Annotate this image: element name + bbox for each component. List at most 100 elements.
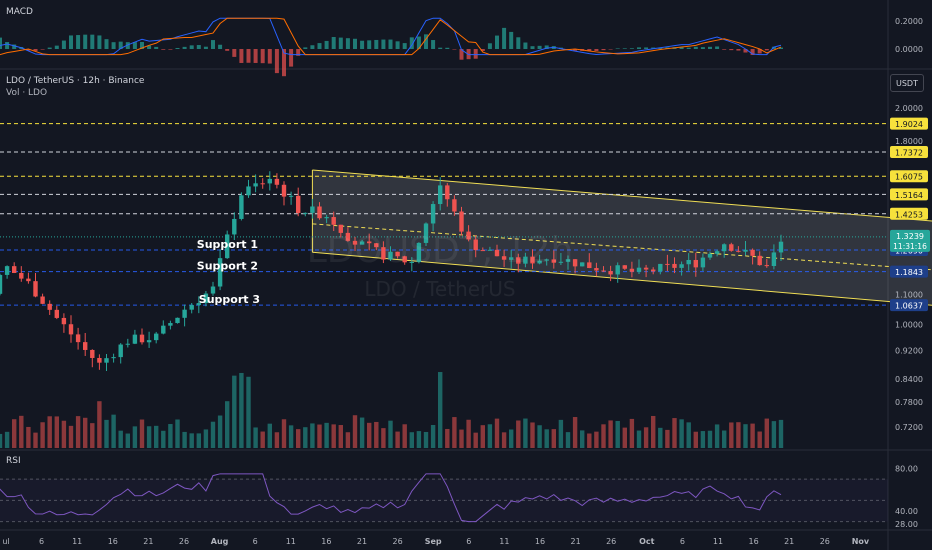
candle-body bbox=[281, 184, 287, 197]
volume-bar bbox=[778, 419, 784, 448]
candle-body bbox=[367, 241, 372, 244]
time-tick-label: 21 bbox=[143, 537, 153, 546]
volume-bar bbox=[651, 415, 656, 448]
candle-body bbox=[409, 261, 414, 263]
countdown-label: 11:31:16 bbox=[893, 242, 927, 251]
volume-bar bbox=[367, 422, 372, 448]
symbol-header[interactable]: LDO / TetherUS · 12h · Binance bbox=[6, 76, 145, 86]
horizontal-levels[interactable] bbox=[0, 123, 888, 306]
time-tick-label: 21 bbox=[357, 537, 367, 546]
volume-bar bbox=[707, 430, 713, 448]
volume-bar bbox=[61, 420, 67, 448]
macd-histogram-bar bbox=[47, 47, 52, 49]
volume-bar bbox=[310, 423, 315, 448]
macd-histogram-bar bbox=[168, 49, 173, 50]
candle-body bbox=[551, 259, 556, 263]
signal-line bbox=[0, 17, 782, 56]
time-tick-label: 6 bbox=[466, 537, 471, 546]
macd-histogram-bar bbox=[317, 43, 322, 49]
channel-lower-line bbox=[312, 251, 932, 306]
price-tick-label: 2.0000 bbox=[895, 104, 923, 113]
volume-bar bbox=[402, 424, 407, 448]
candle-body bbox=[345, 232, 351, 241]
candle-body bbox=[764, 265, 769, 267]
candle-body bbox=[615, 265, 620, 275]
candle-body bbox=[33, 281, 38, 297]
rsi-pane: 80.00 40.00 28.00 bbox=[0, 465, 918, 529]
volume-bar bbox=[47, 416, 52, 448]
candle-body bbox=[423, 223, 429, 243]
macd-histogram-bar bbox=[345, 38, 350, 49]
macd-histogram-bar bbox=[324, 40, 329, 49]
candle-body bbox=[267, 178, 272, 184]
currency-button[interactable]: USDT bbox=[890, 74, 924, 92]
level-price-label: 1.4253 bbox=[895, 210, 923, 219]
volume-bar bbox=[125, 433, 130, 448]
volume-bar bbox=[757, 431, 762, 448]
macd-histogram-bar bbox=[125, 42, 130, 49]
macd-histogram-bar bbox=[445, 47, 450, 49]
time-tick-label: 26 bbox=[606, 537, 616, 546]
candle-body bbox=[288, 195, 294, 197]
macd-histogram-bar bbox=[182, 46, 187, 49]
volume-bar bbox=[83, 417, 88, 448]
volume-bar bbox=[530, 422, 535, 448]
macd-histogram-bar bbox=[232, 49, 237, 57]
candle-body bbox=[629, 268, 635, 272]
volume-bar bbox=[33, 432, 38, 448]
macd-histogram-bar bbox=[196, 45, 201, 49]
volume-bar bbox=[430, 424, 436, 448]
volume-bar bbox=[729, 422, 734, 448]
candle-body bbox=[232, 218, 237, 235]
candle-body bbox=[643, 267, 649, 270]
candle-body bbox=[40, 296, 45, 304]
volume-bar bbox=[643, 427, 649, 448]
macd-histogram-bar bbox=[395, 41, 400, 49]
candle-body bbox=[445, 185, 450, 200]
rsi-title: RSI bbox=[6, 456, 21, 466]
macd-histogram-bar bbox=[530, 46, 535, 49]
macd-histogram-bar bbox=[779, 47, 783, 49]
time-tick-label: 16 bbox=[108, 537, 118, 546]
volume-bar bbox=[452, 417, 457, 448]
volume-bar bbox=[558, 419, 564, 448]
candle-body bbox=[175, 317, 180, 324]
macd-histogram-bar bbox=[722, 49, 727, 50]
candle-body bbox=[487, 249, 493, 251]
volume-bar bbox=[345, 432, 351, 448]
volume-bar bbox=[97, 401, 102, 448]
candle-body bbox=[83, 342, 88, 350]
macd-histogram-bar bbox=[601, 49, 606, 51]
candle-body bbox=[381, 247, 386, 260]
volume-bar bbox=[182, 431, 187, 448]
macd-histogram-bar bbox=[700, 47, 705, 49]
volume-bar bbox=[487, 424, 493, 448]
volume-bar bbox=[395, 431, 400, 448]
volume-bar bbox=[459, 429, 464, 448]
time-tick-label: 21 bbox=[571, 537, 581, 546]
time-tick-label: 21 bbox=[784, 537, 794, 546]
macd-histogram-bar bbox=[693, 46, 698, 49]
time-axis[interactable]: ul 6 11 16 21 26 Aug 6 11 16 21 26 Sep 6 11 16 21 26 Oct 6 1… bbox=[2, 537, 870, 546]
time-tick-label: 26 bbox=[820, 537, 830, 546]
volume-bar bbox=[4, 431, 10, 448]
macd-histogram-bar bbox=[771, 46, 776, 49]
candle-body bbox=[68, 324, 74, 335]
price-axis[interactable]: 1.90241.73721.60751.51641.42531.26901.18… bbox=[890, 104, 930, 432]
support-label: Support 3 bbox=[199, 293, 260, 306]
macd-histogram-bar bbox=[686, 47, 691, 49]
macd-histogram-bar bbox=[338, 37, 343, 49]
candle-body bbox=[139, 334, 145, 343]
candle-body bbox=[182, 309, 187, 318]
candle-body bbox=[686, 259, 691, 265]
volume-bar bbox=[253, 427, 258, 448]
volume-bar bbox=[54, 416, 59, 448]
macd-histogram-bar bbox=[594, 49, 599, 52]
time-tick-label: 26 bbox=[179, 537, 189, 546]
volume-bar bbox=[665, 429, 670, 448]
macd-histogram-bar bbox=[97, 35, 102, 49]
candle-body bbox=[104, 358, 109, 363]
candle-body bbox=[225, 234, 230, 259]
